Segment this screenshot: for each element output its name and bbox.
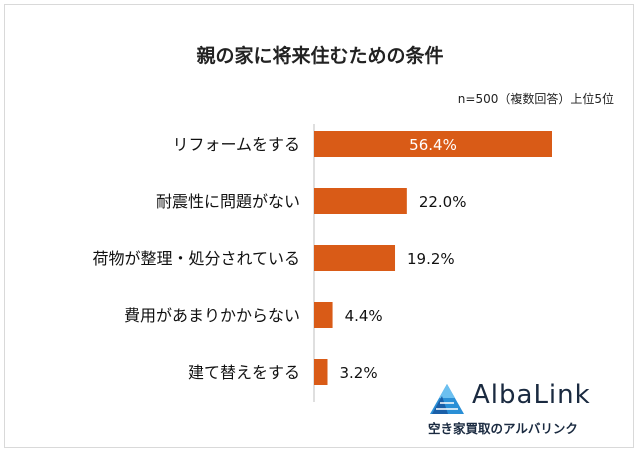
albalink-triangle-logo-icon bbox=[430, 384, 464, 414]
category-label: 建て替えをする bbox=[188, 363, 300, 382]
value-label: 3.2% bbox=[340, 364, 378, 382]
category-label: 荷物が整理・処分されている bbox=[92, 249, 300, 268]
sample-note: n=500（複数回答）上位5位 bbox=[458, 91, 614, 106]
brand-logo: AlbaLink 空き家買取のアルバリンク bbox=[428, 380, 624, 442]
chart-title: 親の家に将来住むための条件 bbox=[196, 44, 443, 67]
bar bbox=[314, 302, 333, 328]
brand-tagline: 空き家買取のアルバリンク bbox=[428, 421, 578, 436]
brand-name: AlbaLink bbox=[472, 380, 591, 410]
value-label: 22.0% bbox=[419, 193, 467, 211]
bar bbox=[314, 131, 552, 157]
category-label: リフォームをする bbox=[172, 135, 300, 154]
category-label: 耐震性に問題がない bbox=[156, 192, 300, 211]
value-label: 56.4% bbox=[409, 136, 457, 154]
value-label: 19.2% bbox=[407, 250, 455, 268]
value-label: 4.4% bbox=[345, 307, 383, 325]
bar bbox=[314, 359, 328, 385]
category-label: 費用があまりかからない bbox=[124, 306, 300, 325]
bar-group: リフォームをする 56.4% 耐震性に問題がない 22.0% 荷物が整理・処分されている… bbox=[92, 131, 552, 385]
bar bbox=[314, 188, 407, 214]
bar bbox=[314, 245, 396, 271]
